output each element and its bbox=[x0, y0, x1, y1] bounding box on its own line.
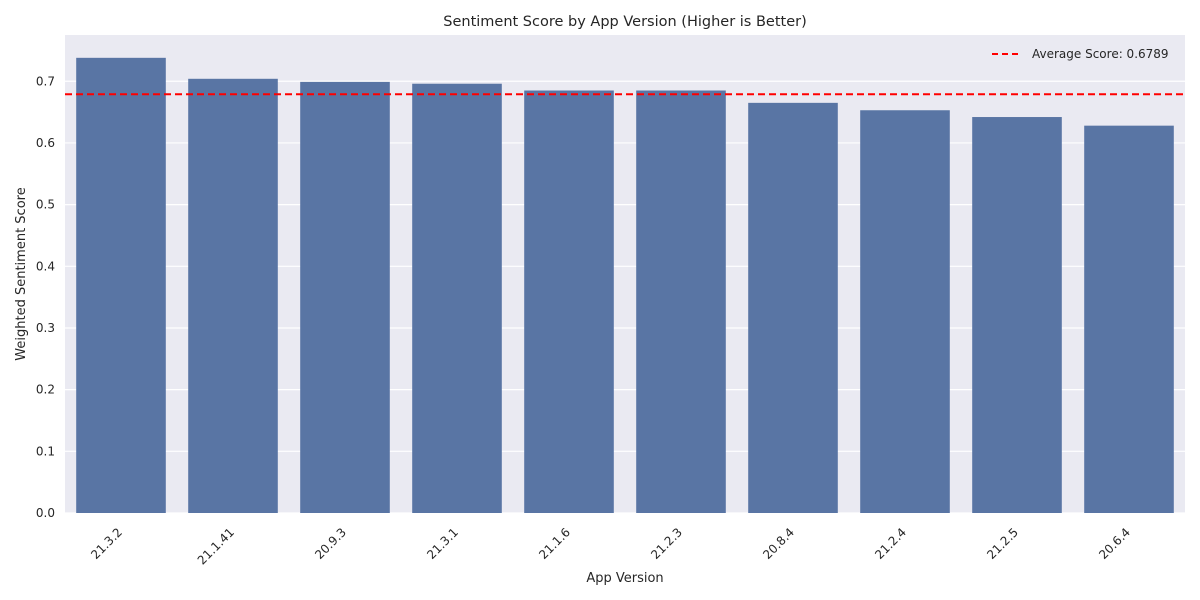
x-tick-label: 21.2.5 bbox=[984, 525, 1021, 562]
x-tick-label: 20.9.3 bbox=[312, 525, 349, 562]
x-tick-label: 20.8.4 bbox=[760, 525, 797, 562]
x-tick-label: 21.1.6 bbox=[536, 525, 573, 562]
x-tick-label: 21.3.2 bbox=[88, 525, 125, 562]
bar bbox=[300, 81, 390, 513]
x-tick-label: 21.2.4 bbox=[872, 525, 909, 562]
legend-label: Average Score: 0.6789 bbox=[1032, 47, 1169, 61]
bars bbox=[76, 57, 1174, 514]
y-tick-label: 0.7 bbox=[36, 74, 55, 88]
x-axis-label: App Version bbox=[586, 571, 663, 586]
chart-title: Sentiment Score by App Version (Higher i… bbox=[443, 14, 806, 30]
bar bbox=[860, 110, 950, 513]
x-axis-ticks: 21.3.2 21.1.41 20.9.3 21.3.1 21.1.6 21.2.3 20.… bbox=[88, 525, 1133, 567]
y-tick-label: 0.1 bbox=[36, 444, 55, 458]
y-tick-label: 0.0 bbox=[36, 506, 55, 520]
y-axis-label: Weighted Sentiment Score bbox=[14, 187, 29, 360]
x-tick-label: 21.1.41 bbox=[195, 525, 237, 567]
y-tick-label: 0.2 bbox=[36, 383, 55, 397]
bar bbox=[524, 90, 614, 513]
x-tick-label: 21.2.3 bbox=[648, 525, 685, 562]
bar bbox=[636, 90, 726, 513]
bar bbox=[412, 83, 502, 513]
legend: Average Score: 0.6789 bbox=[992, 47, 1169, 61]
bar bbox=[1084, 125, 1174, 514]
y-tick-label: 0.5 bbox=[36, 198, 55, 212]
y-tick-label: 0.6 bbox=[36, 136, 55, 150]
bar bbox=[972, 117, 1062, 513]
bar bbox=[748, 102, 838, 514]
x-tick-label: 20.6.4 bbox=[1096, 525, 1133, 562]
y-axis-ticks: 0.0 0.1 0.2 0.3 0.4 0.5 0.6 0.7 bbox=[36, 74, 55, 520]
bar bbox=[76, 57, 166, 513]
x-tick-label: 21.3.1 bbox=[424, 525, 461, 562]
bar bbox=[188, 78, 278, 514]
y-tick-label: 0.3 bbox=[36, 321, 55, 335]
y-tick-label: 0.4 bbox=[36, 259, 55, 273]
